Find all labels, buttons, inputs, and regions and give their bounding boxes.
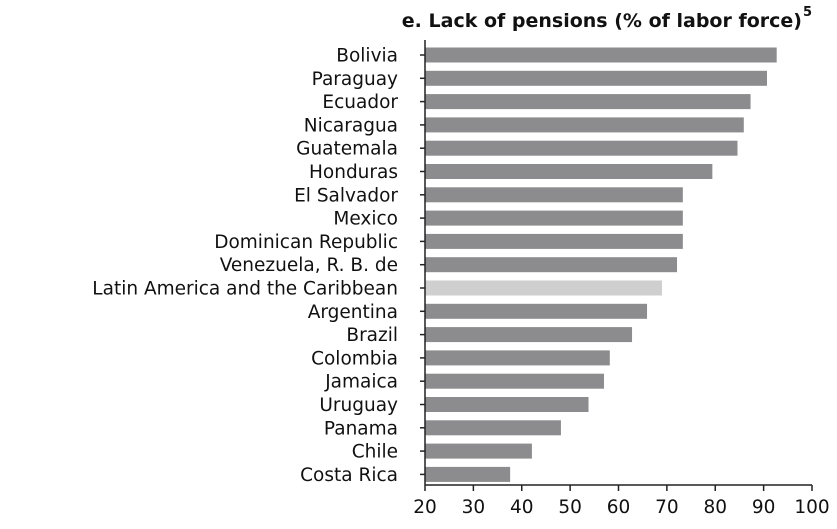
bar-paraguay: [425, 70, 768, 86]
bar-nicaragua: [425, 117, 744, 133]
bar-panama: [425, 420, 561, 436]
bar-mexico: [425, 210, 683, 226]
x-tick-label-70: 70: [655, 497, 679, 518]
category-label-nicaragua: Nicaragua: [304, 115, 398, 136]
bar-ecuador: [425, 94, 751, 110]
bar-venezuela-r-b-de: [425, 257, 678, 273]
category-label-colombia: Colombia: [311, 348, 398, 369]
x-tick-label-50: 50: [558, 497, 582, 518]
category-label-venezuela-r-b-de: Venezuela, R. B. de: [220, 255, 398, 276]
bars-group: [425, 47, 777, 482]
bar-uruguay: [425, 397, 589, 412]
category-label-panama: Panama: [324, 418, 398, 439]
bar-dominican-republic: [425, 233, 683, 249]
bar-guatemala: [425, 140, 738, 156]
category-label-argentina: Argentina: [308, 302, 398, 323]
bar-honduras: [425, 164, 713, 179]
category-label-costa-rica: Costa Rica: [300, 465, 398, 486]
x-ticks-group: 20 30 40 50 60 70 80 90 100: [413, 485, 830, 518]
chart-title: e. Lack of pensions (% of labor force): [402, 10, 802, 32]
bar-brazil: [425, 327, 633, 343]
x-tick-label-40: 40: [510, 497, 534, 518]
bar-latin-america-and-the-caribbean: [425, 280, 663, 296]
category-label-dominican-republic: Dominican Republic: [214, 232, 398, 253]
x-tick-label-90: 90: [752, 497, 776, 518]
category-label-chile: Chile: [352, 442, 398, 463]
category-label-mexico: Mexico: [333, 209, 398, 230]
x-tick-label-20: 20: [413, 497, 437, 518]
category-label-guatemala: Guatemala: [296, 139, 398, 160]
category-label-paraguay: Paraguay: [312, 69, 398, 90]
category-label-el-salvador: El Salvador: [294, 185, 398, 206]
bar-jamaica: [425, 373, 604, 389]
x-tick-label-100: 100: [794, 497, 829, 518]
category-label-ecuador: Ecuador: [322, 92, 398, 113]
chart-title-superscript: 5: [803, 5, 812, 20]
category-label-honduras: Honduras: [309, 162, 398, 183]
x-tick-label-80: 80: [703, 497, 727, 518]
bar-colombia: [425, 350, 610, 366]
bar-el-salvador: [425, 187, 683, 203]
bar-costa-rica: [425, 466, 511, 482]
bar-bolivia: [425, 47, 777, 63]
category-label-brazil: Brazil: [346, 325, 398, 346]
category-label-bolivia: Bolivia: [336, 46, 398, 67]
x-tick-label-30: 30: [462, 497, 486, 518]
x-tick-label-60: 60: [607, 497, 631, 518]
bar-argentina: [425, 303, 648, 319]
category-label-uruguay: Uruguay: [319, 395, 398, 416]
chart-title-text: e. Lack of pensions (% of labor force): [402, 10, 802, 32]
bar-chile: [425, 443, 532, 459]
category-label-jamaica: Jamaica: [324, 372, 398, 393]
category-label-latin-america-and-the-caribbean: Latin America and the Caribbean: [92, 279, 398, 300]
